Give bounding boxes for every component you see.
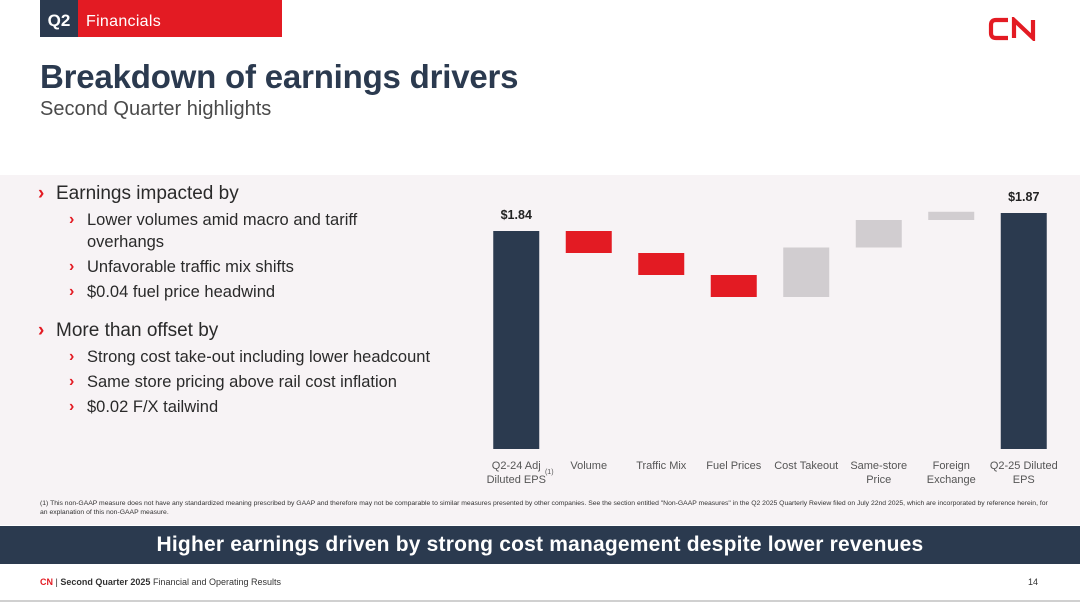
category-label: Q2-24 Adj: [492, 460, 541, 472]
data-label: $1.84: [501, 208, 532, 222]
bullet-item-text: $0.04 fuel price headwind: [87, 283, 276, 301]
bullet-item-text: Same store pricing above rail cost infla…: [87, 373, 397, 391]
bullet-heading-text: More than offset by: [56, 320, 219, 341]
bar-6: [855, 220, 902, 248]
category-label: Cost Takeout: [774, 460, 838, 472]
chevron-right-icon: ›: [38, 320, 45, 341]
chevron-right-icon: ›: [69, 398, 75, 415]
quarter-label: Q2: [40, 0, 78, 37]
bullet-item: › $0.02 F/X tailwind: [38, 396, 438, 418]
category-label: Q2-25 Diluted: [990, 460, 1058, 472]
chevron-right-icon: ›: [69, 211, 75, 228]
section-tag: Q2 Financials: [40, 0, 282, 37]
key-message-banner: Higher earnings driven by strong cost ma…: [0, 526, 1080, 564]
footnote: (1) This non-GAAP measure does not have …: [40, 500, 1048, 516]
category-label: Foreign: [933, 460, 970, 472]
page-subtitle: Second Quarter highlights: [40, 98, 272, 120]
bar-1: [493, 231, 540, 449]
bar-7: [928, 211, 975, 220]
cn-logo: [988, 17, 1036, 41]
chevron-right-icon: ›: [69, 283, 75, 300]
page-number: 14: [1027, 577, 1038, 587]
bullet-item-text: $0.02 F/X tailwind: [87, 398, 219, 416]
bullet-item: › Strong cost take-out including lower h…: [38, 346, 438, 368]
category-label: Exchange: [927, 474, 976, 486]
footnote-marker: (1): [545, 469, 554, 476]
footer-separator: |: [55, 577, 58, 587]
data-label: $1.87: [1008, 190, 1039, 204]
bullet-item-text: Strong cost take-out including lower hea…: [87, 348, 431, 366]
footer-report-title: Second Quarter 2025: [60, 577, 151, 587]
category-label: Volume: [570, 460, 607, 472]
chevron-right-icon: ›: [69, 258, 75, 275]
bar-3: [638, 253, 685, 275]
bullet-item: › Lower volumes amid macro and tariff ov…: [38, 209, 438, 253]
chevron-right-icon: ›: [69, 348, 75, 365]
page-title: Breakdown of earnings drivers: [40, 58, 519, 95]
bullet-heading: › Earnings impacted by: [38, 182, 438, 206]
category-label: Fuel Prices: [706, 460, 762, 472]
bullet-list: › Earnings impacted by › Lower volumes a…: [38, 182, 438, 418]
bar-5: [783, 247, 830, 297]
section-label: Financials: [78, 0, 282, 37]
category-label: Traffic Mix: [636, 460, 687, 472]
footer-brand: CN: [40, 577, 53, 587]
bar-8: [1000, 213, 1047, 449]
footer-report-subtitle: Financial and Operating Results: [152, 577, 282, 587]
category-label: EPS: [1013, 474, 1035, 486]
bullet-heading: › More than offset by: [38, 319, 438, 343]
bar-4: [710, 275, 757, 297]
category-label: Price: [866, 474, 891, 486]
bullet-item: › Unfavorable traffic mix shifts: [38, 256, 438, 278]
chevron-right-icon: ›: [38, 183, 45, 204]
bullet-item: › $0.04 fuel price headwind: [38, 281, 438, 303]
category-label: Same-store: [850, 460, 907, 472]
bullet-heading-text: Earnings impacted by: [56, 183, 239, 204]
footer: CN | Second Quarter 2025 Financial and O…: [40, 577, 281, 587]
bottom-divider: [0, 600, 1080, 602]
bar-2: [565, 231, 612, 253]
waterfall-chart: $1.84 Q2-24 Adj Diluted EPS(1) Volume Traffi…: [487, 190, 1058, 486]
chevron-right-icon: ›: [69, 373, 75, 390]
bullet-item-text: Lower volumes amid macro and tariff over…: [87, 211, 358, 251]
category-label: Diluted EPS: [487, 474, 546, 486]
bullet-item-text: Unfavorable traffic mix shifts: [87, 258, 294, 276]
bullet-item: › Same store pricing above rail cost inf…: [38, 371, 438, 393]
